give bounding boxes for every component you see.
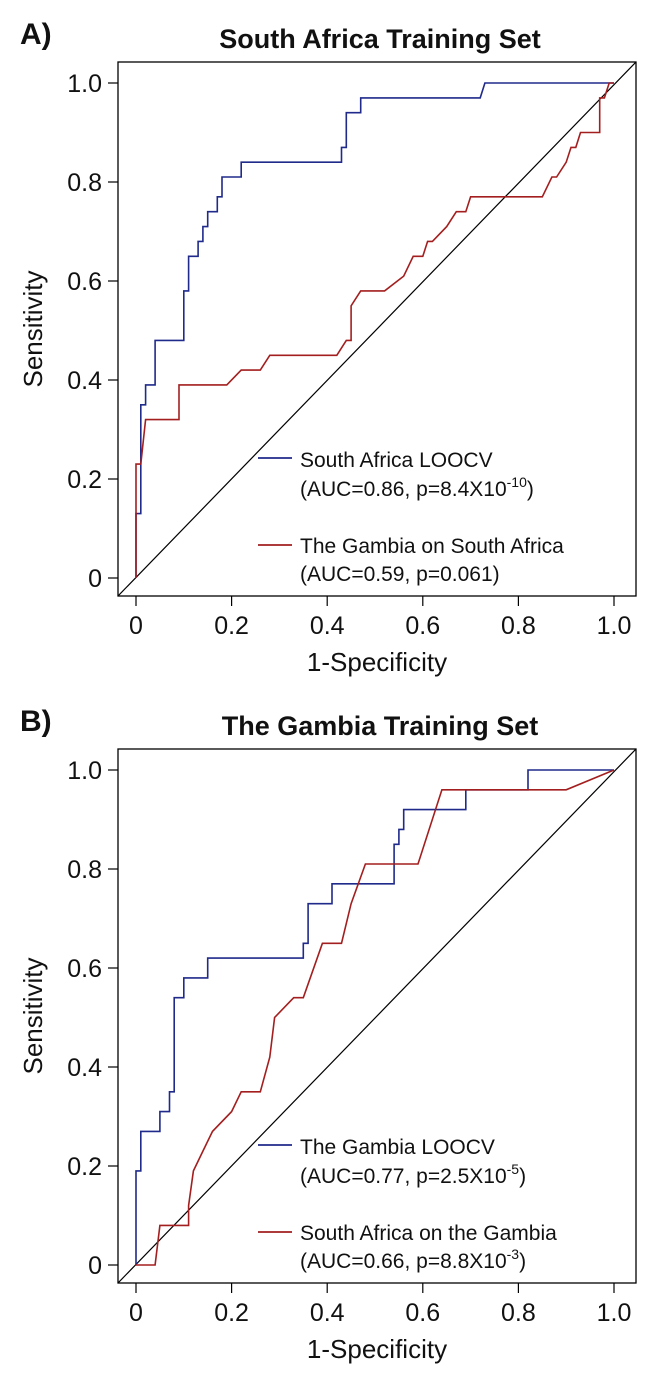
y-tick-label: 0.6 (67, 268, 102, 296)
x-tick-label: 1.0 (597, 1299, 632, 1327)
x-tick-label: 0.8 (501, 1299, 536, 1327)
legend-label: South Africa LOOCV (300, 449, 493, 472)
y-axis-title: Sensitivity (18, 957, 48, 1074)
roc-chart-a: A) South Africa Training Set 0 0.2 0.4 0.6 0.8… (18, 18, 637, 677)
x-tick-label: 0 (129, 1299, 143, 1327)
y-tick-label: 0.2 (67, 466, 102, 494)
y-tick-label: 0 (88, 565, 102, 593)
y-tick-label: 0.6 (67, 955, 102, 983)
x-tick-label: 0.8 (501, 612, 536, 640)
panel-letter: A) (20, 18, 52, 51)
roc-curve-blue (135, 769, 614, 1265)
y-tick-label: 0 (88, 1252, 102, 1280)
plot-frame (117, 748, 637, 1284)
x-tick-label: 0.2 (214, 612, 249, 640)
legend-stats: (AUC=0.59, p=0.061) (300, 563, 500, 586)
x-tick-label: 0.6 (405, 1299, 440, 1327)
chart-title: The Gambia Training Set (222, 711, 539, 741)
diagonal-reference-line (118, 749, 636, 1283)
x-tick-label: 1.0 (597, 612, 632, 640)
panel-b: B) The Gambia Training Set 0 0.2 0.4 0.6 0.8 1.… (0, 687, 646, 1374)
y-tick-label: 0.4 (67, 1054, 102, 1082)
roc-curve-red (136, 769, 615, 1266)
chart-title: South Africa Training Set (219, 24, 541, 54)
x-tick-label: 0.4 (310, 612, 345, 640)
roc-curve-blue (135, 82, 614, 578)
y-tick-label: 1.0 (67, 757, 102, 785)
legend-label: The Gambia on South Africa (300, 535, 564, 558)
legend-label: The Gambia LOOCV (300, 1136, 495, 1159)
x-tick-label: 0.4 (310, 1299, 345, 1327)
panel-a: A) South Africa Training Set 0 0.2 0.4 0.6 0.8… (18, 18, 637, 677)
roc-chart-b: B) The Gambia Training Set 0 0.2 0.4 0.6 0.8 1.… (18, 705, 637, 1364)
legend-stats: (AUC=0.77, p=2.5X10-5) (300, 1161, 526, 1188)
legend-stats: (AUC=0.66, p=8.8X10-3) (300, 1246, 526, 1273)
x-axis-title: 1-Specificity (307, 1334, 447, 1364)
diagonal-reference-line (118, 62, 636, 596)
y-tick-label: 0.2 (67, 1153, 102, 1181)
y-axis-title: Sensitivity (18, 270, 48, 387)
x-tick-label: 0 (129, 612, 143, 640)
roc-curve-red (135, 82, 614, 578)
y-tick-label: 0.8 (67, 856, 102, 884)
legend-label: South Africa on the Gambia (300, 1222, 557, 1245)
panel-letter: B) (20, 705, 52, 738)
x-tick-label: 0.2 (214, 1299, 249, 1327)
y-tick-label: 1.0 (67, 70, 102, 98)
x-axis-title: 1-Specificity (307, 647, 447, 677)
plot-frame (117, 61, 637, 597)
legend-stats: (AUC=0.86, p=8.4X10-10) (300, 474, 534, 501)
y-tick-label: 0.8 (67, 169, 102, 197)
x-tick-label: 0.6 (405, 612, 440, 640)
y-tick-label: 0.4 (67, 367, 102, 395)
